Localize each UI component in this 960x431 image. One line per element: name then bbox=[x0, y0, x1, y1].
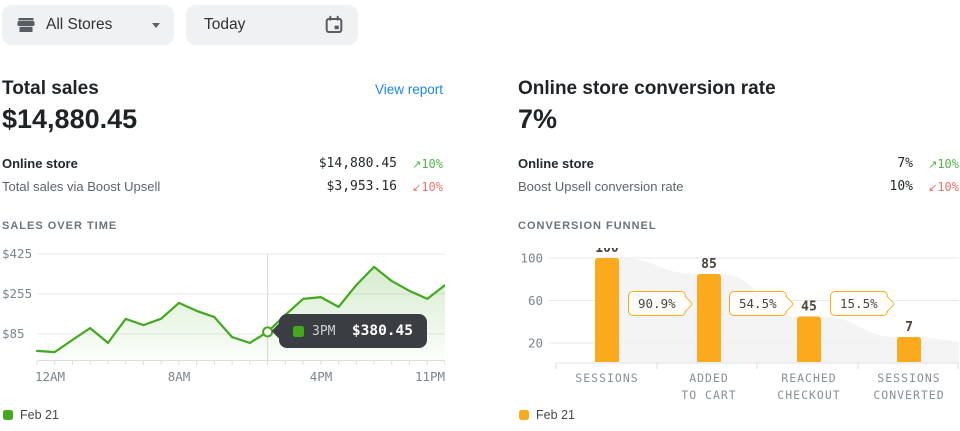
metric-row: Total sales via Boost Upsell $3,953.16 ↙… bbox=[2, 175, 443, 198]
metric-row: Online store 7% ↗10% bbox=[518, 152, 959, 175]
svg-text:100: 100 bbox=[520, 251, 543, 266]
conversion-rate-card: Online store conversion rate 7% Online s… bbox=[518, 70, 959, 430]
metric-value: $14,880.45 bbox=[318, 156, 397, 171]
total-sales-title: Total sales bbox=[2, 78, 99, 99]
metric-value: 7% bbox=[897, 156, 913, 171]
date-filter-button[interactable]: Today bbox=[186, 5, 358, 45]
conversion-metrics: Online store 7% ↗10% Boost Upsell conver… bbox=[518, 152, 959, 198]
svg-text:85: 85 bbox=[701, 257, 717, 272]
funnel-category-label: SESSIONS CONVERTED bbox=[873, 371, 945, 402]
svg-text:12AM: 12AM bbox=[35, 369, 65, 384]
svg-text:$255: $255 bbox=[2, 286, 32, 301]
metric-value: $3,953.16 bbox=[326, 179, 397, 194]
up-arrow-icon: ↗ bbox=[412, 157, 422, 171]
store-filter-button[interactable]: All Stores bbox=[2, 5, 174, 45]
sales-line-chart[interactable]: $425 $255 $85 12AM 8AM 4PM 11PM 3PM $380.45 bbox=[2, 248, 445, 398]
down-arrow-icon: ↙ bbox=[412, 180, 422, 194]
chart-tooltip: 3PM $380.45 bbox=[279, 314, 427, 348]
total-sales-card: Total sales View report $14,880.45 Onlin… bbox=[2, 70, 445, 430]
up-arrow-icon: ↗ bbox=[928, 157, 938, 171]
store-filter-label: All Stores bbox=[46, 16, 113, 33]
funnel-legend: Feb 21 bbox=[519, 408, 575, 422]
metric-label: Boost Upsell conversion rate bbox=[518, 179, 684, 194]
tooltip-series-swatch bbox=[293, 325, 304, 337]
date-filter-label: Today bbox=[204, 16, 246, 33]
conversion-title: Online store conversion rate bbox=[518, 78, 776, 99]
conversion-funnel-section-label: CONVERSION FUNNEL bbox=[518, 220, 657, 232]
metric-delta: ↗10% bbox=[412, 156, 443, 171]
svg-text:8AM: 8AM bbox=[168, 369, 191, 384]
svg-text:$85: $85 bbox=[2, 326, 25, 341]
metric-label: Total sales via Boost Upsell bbox=[2, 179, 161, 194]
funnel-conversion-badge: 54.5% bbox=[729, 291, 787, 316]
legend-label: Feb 21 bbox=[20, 408, 59, 422]
tooltip-value: $380.45 bbox=[351, 323, 413, 339]
legend-swatch-green bbox=[3, 410, 13, 420]
metric-delta: ↗10% bbox=[928, 156, 959, 171]
svg-text:20: 20 bbox=[528, 336, 543, 351]
sales-legend: Feb 21 bbox=[3, 408, 59, 422]
sales-over-time-section-label: SALES OVER TIME bbox=[2, 220, 118, 232]
svg-text:45: 45 bbox=[801, 299, 817, 314]
total-sales-metrics: Online store $14,880.45 ↗10% Total sales… bbox=[2, 152, 443, 198]
conversion-big-value: 7% bbox=[518, 104, 558, 134]
metric-delta: ↙10% bbox=[412, 179, 443, 194]
funnel-category-label: SESSIONS bbox=[575, 371, 639, 385]
metric-label: Online store bbox=[2, 156, 78, 171]
calendar-icon bbox=[324, 15, 344, 35]
svg-text:$425: $425 bbox=[2, 248, 32, 261]
metric-delta: ↙10% bbox=[928, 179, 959, 194]
svg-text:11PM: 11PM bbox=[415, 369, 445, 384]
funnel-category-label: REACHED CHECKOUT bbox=[777, 371, 841, 402]
view-report-link[interactable]: View report bbox=[374, 82, 443, 97]
chevron-down-icon bbox=[152, 22, 160, 28]
metric-label: Online store bbox=[518, 156, 594, 171]
funnel-conversion-badge: 90.9% bbox=[628, 291, 686, 316]
metric-value: 10% bbox=[889, 179, 913, 194]
legend-label: Feb 21 bbox=[536, 408, 575, 422]
metric-row: Boost Upsell conversion rate 10% ↙10% bbox=[518, 175, 959, 198]
total-sales-big-value: $14,880.45 bbox=[2, 104, 138, 134]
legend-swatch-orange bbox=[519, 410, 529, 420]
conversion-funnel-chart[interactable]: 100 60 20 100 85 45 7 90.9% 54.5% 15.5% SESSIONS… bbox=[518, 248, 960, 402]
svg-text:100: 100 bbox=[595, 248, 619, 256]
svg-text:4PM: 4PM bbox=[310, 369, 333, 384]
svg-text:7: 7 bbox=[905, 320, 913, 335]
metric-row: Online store $14,880.45 ↗10% bbox=[2, 152, 443, 175]
down-arrow-icon: ↙ bbox=[928, 180, 938, 194]
toolbar: All Stores Today bbox=[2, 5, 358, 45]
tooltip-time: 3PM bbox=[312, 323, 336, 339]
funnel-conversion-badge: 15.5% bbox=[830, 291, 888, 316]
svg-text:60: 60 bbox=[528, 293, 543, 308]
funnel-category-label: ADDED TO CART bbox=[681, 371, 737, 402]
store-icon bbox=[16, 15, 36, 35]
funnel-chart-svg: 100 60 20 100 85 45 7 bbox=[520, 248, 959, 369]
